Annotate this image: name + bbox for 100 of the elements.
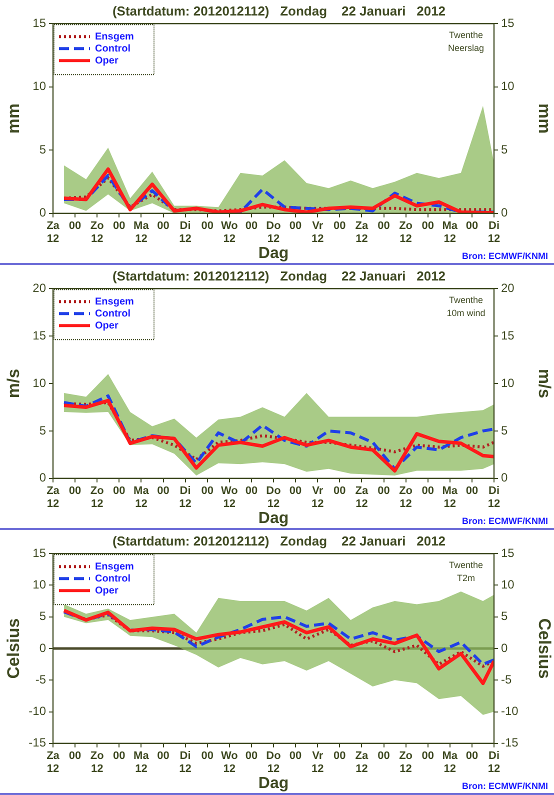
x-tick-label: 00 bbox=[201, 220, 214, 232]
y2-tick-label: 10 bbox=[501, 376, 515, 390]
x-tick-label: Ma 12 bbox=[134, 750, 150, 776]
y-tick-label: 10 bbox=[32, 79, 46, 94]
x-tick-label: Wo 12 bbox=[220, 220, 238, 246]
x-tick-label: 00 bbox=[289, 485, 302, 498]
x-tick-label: 00 bbox=[466, 220, 478, 232]
y-tick-label: -10 bbox=[28, 704, 46, 718]
legend-label: Control bbox=[95, 43, 131, 54]
y2-axis-title: m/s bbox=[535, 368, 554, 398]
x-tick-label: 00 bbox=[157, 485, 170, 498]
legend-label: Ensgem bbox=[95, 296, 134, 308]
x-tick-label: Zo 12 bbox=[90, 220, 104, 246]
y-tick-label: 15 bbox=[32, 16, 46, 30]
x-tick-label: 00 bbox=[334, 750, 346, 762]
x-tick-label: Di 12 bbox=[488, 485, 500, 510]
y2-tick-label: 15 bbox=[501, 546, 515, 560]
x-tick-label: 00 bbox=[245, 750, 258, 762]
legend-label: Ensgem bbox=[95, 561, 134, 572]
x-tick-label: Di 12 bbox=[179, 750, 192, 776]
y2-tick-label: 5 bbox=[501, 142, 508, 156]
y2-tick-label: 15 bbox=[501, 328, 515, 342]
x-tick-label: Za 12 bbox=[46, 485, 60, 510]
annotation: Twenthe T2m bbox=[448, 560, 484, 584]
y2-tick-label: 0 bbox=[501, 470, 508, 485]
text: Bron: ECMWF/KNMI bbox=[462, 250, 548, 261]
y2-tick-label: 10 bbox=[501, 79, 515, 94]
x-tick-label: 00 bbox=[68, 750, 82, 762]
legend-label: Ensgem bbox=[95, 31, 134, 42]
y-axis-title: mm bbox=[4, 103, 23, 134]
x-tick-label: 00 bbox=[334, 220, 346, 232]
y2-tick-label: -10 bbox=[501, 704, 519, 718]
x-tick-label: Ma 12 bbox=[134, 485, 150, 510]
x-tick-label: 00 bbox=[378, 220, 390, 232]
x-tick-label: 00 bbox=[113, 220, 126, 232]
annotation: Twenthe 10m wind bbox=[446, 295, 486, 318]
x-tick-label: Vr 12 bbox=[311, 750, 324, 776]
y-tick-label: 5 bbox=[39, 423, 46, 438]
x-tick-label: 00 bbox=[201, 750, 214, 762]
x-tick-label: Ma 12 bbox=[442, 485, 458, 510]
y2-tick-label: 10 bbox=[501, 578, 515, 592]
x-tick-label: Di 12 bbox=[488, 750, 500, 776]
y-tick-label: 0 bbox=[39, 206, 46, 220]
legend-label: Control bbox=[95, 308, 131, 320]
y-tick-label: 0 bbox=[39, 470, 46, 485]
x-tick-label: Di 12 bbox=[179, 485, 192, 510]
y-tick-label: 5 bbox=[39, 609, 46, 624]
x-tick-label: Zo 12 bbox=[399, 750, 413, 776]
y-axis-title: m/s bbox=[4, 368, 23, 398]
x-tick-label: Za 12 bbox=[355, 220, 369, 246]
x-tick-label: Ma 12 bbox=[442, 220, 458, 246]
y-axis-title: Celsius bbox=[4, 618, 23, 679]
x-tick-label: Zo 12 bbox=[399, 220, 413, 246]
x-tick-label: 00 bbox=[422, 485, 434, 498]
y-tick-label: 20 bbox=[32, 280, 46, 295]
y2-axis-title: mm bbox=[535, 103, 554, 134]
x-axis-title: Dag bbox=[258, 510, 289, 527]
x-axis-title: Dag bbox=[258, 774, 289, 792]
y-tick-label: 15 bbox=[32, 328, 46, 342]
legend-label: Oper bbox=[95, 320, 118, 332]
x-tick-label: 00 bbox=[378, 485, 390, 498]
x-tick-label: 00 bbox=[157, 220, 170, 232]
x-tick-label: Zo 12 bbox=[90, 750, 104, 776]
x-tick-label: 00 bbox=[68, 220, 82, 232]
annotation: Twenthe Neerslag bbox=[448, 30, 484, 54]
chart-title: (Startdatum: 2012012112) Zondag 22 Januari 2012 bbox=[112, 533, 446, 548]
legend-label: Control bbox=[95, 573, 131, 584]
text: Bron: ECMWF/KNMI bbox=[462, 780, 548, 791]
y-tick-label: 5 bbox=[39, 142, 46, 156]
x-tick-label: 00 bbox=[334, 485, 346, 498]
y2-tick-label: -5 bbox=[501, 672, 512, 686]
x-tick-label: Za 12 bbox=[46, 220, 60, 246]
y2-tick-label: 0 bbox=[501, 640, 508, 655]
x-tick-label: 00 bbox=[422, 750, 434, 762]
x-tick-label: Ma 12 bbox=[442, 750, 458, 776]
x-tick-label: Za 12 bbox=[355, 485, 369, 510]
y2-tick-label: 5 bbox=[501, 609, 508, 624]
legend-label: Oper bbox=[95, 55, 118, 66]
y-tick-label: -5 bbox=[35, 672, 46, 686]
x-tick-label: 00 bbox=[201, 485, 214, 498]
x-tick-label: Za 12 bbox=[46, 750, 60, 776]
y2-tick-label: 0 bbox=[501, 206, 508, 220]
chart-title: (Startdatum: 2012012112) Zondag 22 Januari 2012 bbox=[112, 268, 446, 284]
x-tick-label: 00 bbox=[68, 485, 82, 498]
x-tick-label: Vr 12 bbox=[311, 485, 324, 510]
x-tick-label: 00 bbox=[245, 220, 258, 232]
x-tick-label: 00 bbox=[113, 750, 126, 762]
x-tick-label: 00 bbox=[422, 220, 434, 232]
y-tick-label: 10 bbox=[32, 376, 46, 390]
x-tick-label: 00 bbox=[466, 485, 478, 498]
x-tick-label: 00 bbox=[466, 750, 478, 762]
x-tick-label: Zo 12 bbox=[90, 485, 104, 510]
x-tick-label: Ma 12 bbox=[134, 220, 150, 246]
x-tick-label: Do 12 bbox=[266, 485, 282, 510]
y-tick-label: -15 bbox=[28, 736, 46, 750]
x-tick-label: Vr 12 bbox=[311, 220, 324, 246]
y2-tick-label: 5 bbox=[501, 423, 508, 438]
x-tick-label: Do 12 bbox=[266, 220, 282, 246]
y2-tick-label: -15 bbox=[501, 736, 519, 750]
y2-tick-label: 20 bbox=[501, 280, 515, 295]
